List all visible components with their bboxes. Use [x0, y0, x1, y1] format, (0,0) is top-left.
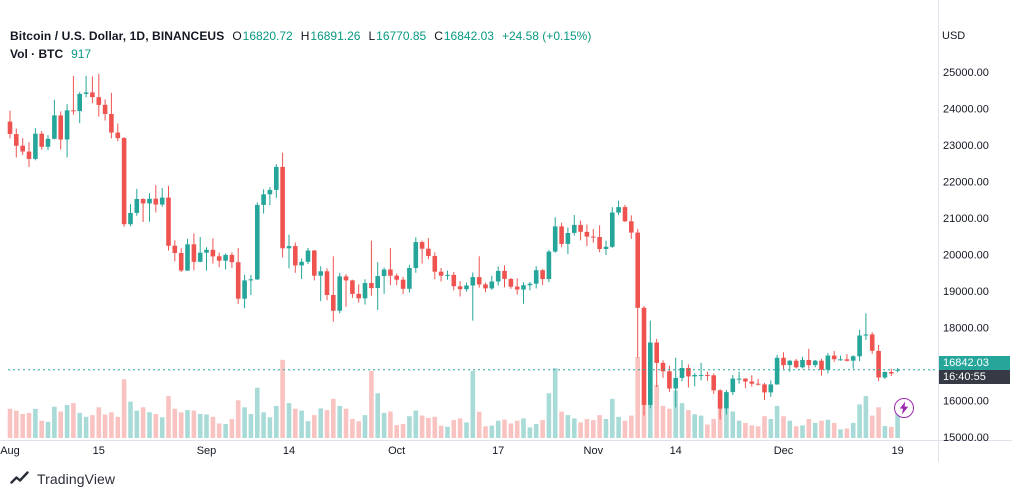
tradingview-logo[interactable]: TradingView	[10, 470, 115, 487]
svg-text:24000.00: 24000.00	[943, 104, 989, 116]
svg-text:14: 14	[670, 445, 682, 457]
svg-text:Oct: Oct	[388, 445, 405, 457]
svg-text:15000.00: 15000.00	[943, 432, 989, 444]
tradingview-logo-icon	[10, 471, 29, 484]
price-axis-label: 16842.03 16:40:55	[939, 356, 1010, 384]
svg-text:15: 15	[93, 445, 105, 457]
symbol-legend: Bitcoin / U.S. Dollar, 1D, BINANCEUS O16…	[10, 28, 591, 62]
volume-value: 917	[71, 47, 92, 61]
last-price-label: 16842.03	[939, 356, 1010, 370]
svg-text:16000.00: 16000.00	[943, 396, 989, 408]
svg-text:19: 19	[891, 445, 903, 457]
ohlc-high: H16891.26	[300, 29, 361, 43]
lightning-bolt-glyph	[899, 401, 909, 415]
svg-text:20000.00: 20000.00	[943, 250, 989, 262]
svg-text:Nov: Nov	[584, 445, 604, 457]
svg-text:19000.00: 19000.00	[943, 286, 989, 298]
svg-text:21000.00: 21000.00	[943, 213, 989, 225]
ohlc-close: C16842.03	[434, 29, 494, 43]
svg-text:Dec: Dec	[774, 445, 794, 457]
change-value: +24.58 (+0.15%)	[501, 29, 592, 43]
tradingview-wordmark: TradingView	[37, 470, 116, 487]
ohlc-low: L16770.85	[368, 29, 427, 43]
volume-label[interactable]: Vol · BTC	[10, 47, 64, 61]
svg-text:17: 17	[492, 445, 504, 457]
svg-text:14: 14	[283, 445, 295, 457]
symbol-title[interactable]: Bitcoin / U.S. Dollar, 1D, BINANCEUS	[10, 29, 225, 43]
lightning-icon[interactable]	[894, 398, 914, 418]
ohlc-open: O16820.72	[232, 29, 293, 43]
svg-text:Sep: Sep	[197, 445, 217, 457]
svg-text:18000.00: 18000.00	[943, 323, 989, 335]
svg-text:22000.00: 22000.00	[943, 177, 989, 189]
svg-text:Aug: Aug	[0, 445, 20, 457]
svg-text:25000.00: 25000.00	[943, 67, 989, 79]
currency-label: USD	[942, 30, 966, 42]
bar-countdown-label: 16:40:55	[939, 370, 1010, 384]
svg-text:23000.00: 23000.00	[943, 140, 989, 152]
